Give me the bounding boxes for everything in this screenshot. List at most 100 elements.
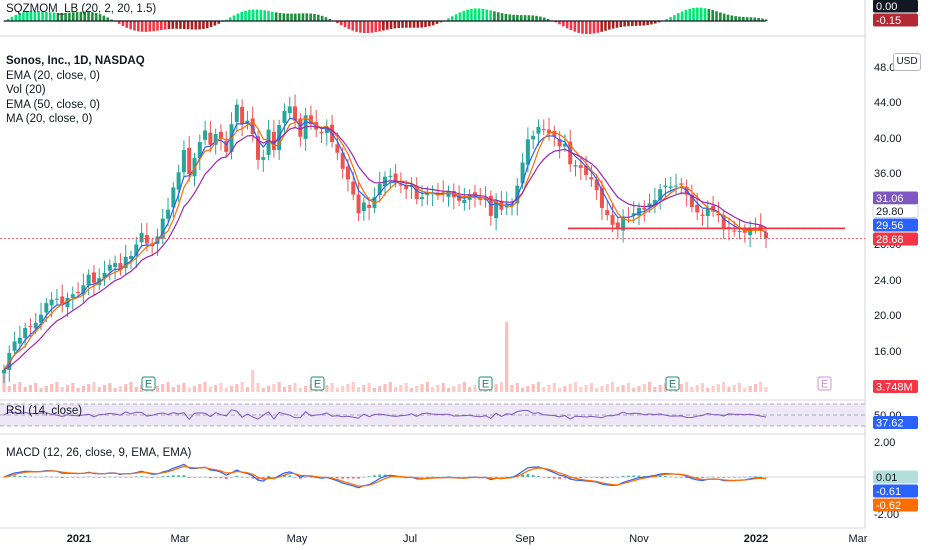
sqz-legend[interactable]: SQZMOM_LB (20, 2, 20, 1.5) <box>6 2 156 17</box>
sqz-bar <box>719 12 722 21</box>
candle-body <box>23 328 28 338</box>
price-axis[interactable]: 48.0044.0040.0036.0028.0024.0020.0016.00… <box>872 0 919 521</box>
macd-histogram-bar <box>373 475 376 477</box>
macd-histogram-bar <box>664 476 667 477</box>
volume-bar <box>50 384 54 392</box>
macd-histogram-bar <box>235 475 239 477</box>
candle-body <box>663 185 668 187</box>
sqz-bar <box>699 7 703 21</box>
candle-body <box>181 150 186 173</box>
sqz-bar <box>742 16 745 21</box>
sqz-bar <box>117 21 121 24</box>
candle-body <box>171 187 176 208</box>
macd-histogram-bar <box>674 477 678 478</box>
sqz-bar <box>244 10 247 21</box>
time-axis[interactable]: 2021 Mar May Jul Sep Nov 2022 Mar <box>67 533 868 545</box>
sqz-bar <box>757 17 760 21</box>
sqz-bar <box>722 13 726 21</box>
macd-histogram-bar <box>203 476 207 478</box>
sqz-bar <box>508 14 512 21</box>
candle-body <box>224 140 229 152</box>
volume-bar <box>76 388 80 392</box>
volume-bar <box>505 322 509 392</box>
sqz-bar <box>286 13 289 21</box>
volume-bar <box>293 383 297 392</box>
volume-bar <box>579 387 583 392</box>
volume-bar <box>425 382 429 392</box>
volume-bar <box>690 387 694 392</box>
currency-button[interactable]: USD <box>893 53 921 71</box>
macd-histogram-bar <box>595 477 599 478</box>
candle-body <box>203 130 208 140</box>
earnings-marker-label: E <box>145 379 152 391</box>
volume-bar <box>335 388 339 392</box>
volume-bar <box>632 388 636 392</box>
volume-bar <box>34 383 38 392</box>
sqz-bar <box>435 21 439 24</box>
sqz-bar <box>198 21 201 30</box>
macd-histogram-bar <box>267 476 270 477</box>
sqz-bar <box>412 21 416 28</box>
macd-histogram-bar <box>743 476 747 478</box>
macd-histogram-bar <box>198 476 202 478</box>
volume-bar <box>393 387 398 392</box>
macd-histogram-bar <box>187 477 191 478</box>
sqz-bar <box>389 21 393 29</box>
volume-bar <box>203 382 207 392</box>
candle-body <box>578 165 583 168</box>
sqz-bar <box>339 21 343 26</box>
sqz-bar <box>715 11 718 21</box>
sqz-bar <box>623 21 626 27</box>
volume-bar <box>298 388 302 392</box>
sqz-bar <box>328 18 332 21</box>
sqz-bar <box>22 12 25 21</box>
macd-histogram-bar <box>616 477 620 478</box>
sqz-bar <box>343 21 347 28</box>
macd-histogram-bar <box>605 477 609 479</box>
sqz-bar <box>156 21 159 31</box>
candle-body <box>700 214 705 216</box>
candle-body <box>652 199 657 206</box>
candle-body <box>335 144 340 153</box>
volume-bar <box>700 383 705 392</box>
price-tick-label: 40.00 <box>874 133 902 145</box>
legend-ema50[interactable]: EMA (50, close, 0) <box>6 98 100 111</box>
sqz-bar <box>56 12 60 21</box>
macd-histogram-bar <box>600 477 604 479</box>
macd-histogram-bar <box>335 477 339 479</box>
volume-bars <box>2 322 768 392</box>
rsi-legend[interactable]: RSI (14, close) <box>6 404 82 419</box>
sqz-bar <box>179 21 182 29</box>
sqz-bar <box>236 13 240 21</box>
legend-ma20[interactable]: MA (20, close, 0) <box>6 113 93 125</box>
volume-bar <box>235 384 239 392</box>
macd-histogram-bar <box>124 476 128 478</box>
macd-line <box>3 463 767 489</box>
macd-tick-label: 2.00 <box>874 437 895 449</box>
volume-bar <box>208 387 212 392</box>
sqz-bar <box>278 12 282 21</box>
volume-bar <box>727 387 731 392</box>
sqz-bar <box>542 17 546 21</box>
sqz-bar <box>477 8 481 21</box>
sqz-bar <box>25 11 29 21</box>
sqz-bar <box>324 17 328 21</box>
volume-bar <box>18 382 22 392</box>
price-tag-label: 29.80 <box>876 206 904 218</box>
legend-volume[interactable]: Vol (20) <box>6 84 46 96</box>
macd-histogram-bar <box>754 476 757 477</box>
candle-body <box>642 207 647 210</box>
candle-body <box>388 175 393 177</box>
sqz-bar <box>504 13 508 21</box>
macd-histogram-bar <box>351 477 355 479</box>
macd-histogram-bar <box>156 477 159 478</box>
volume-bar <box>346 384 350 392</box>
volume-bar <box>563 386 567 392</box>
volume-bar <box>584 385 588 392</box>
legend-ema20[interactable]: EMA (20, close, 0) <box>6 69 100 82</box>
main-legend[interactable]: Sonos, Inc., 1D, NASDAQ EMA (20, close, … <box>6 54 145 127</box>
sqz-bar <box>209 21 213 28</box>
macd-legend[interactable]: MACD (12, 26, close, 9, EMA, EMA) <box>6 446 191 461</box>
